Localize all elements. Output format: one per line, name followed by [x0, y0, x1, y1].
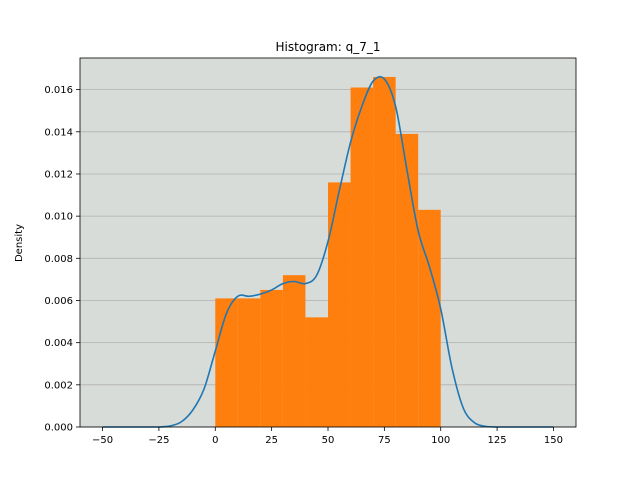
histogram-bar-2 [260, 289, 283, 427]
x-tick-label-6: 100 [431, 435, 450, 446]
y-tick-label-0: 0.000 [44, 423, 73, 434]
histogram-bar-7 [373, 76, 396, 427]
x-tick-label-5: 75 [378, 435, 391, 446]
x-axis-ticks: −50 −25 0 25 50 75 100 125 150 [92, 427, 563, 446]
histogram-bar-6 [350, 87, 374, 428]
kde-density-line [102, 75, 554, 428]
y-tick-label-4: 0.008 [44, 254, 73, 265]
histogram-bar-8 [395, 133, 419, 427]
histogram-bar-1 [237, 298, 261, 427]
y-axis-ticks: 0.000 0.002 0.004 0.006 0.008 0.010 0.012 0.014… [44, 85, 80, 434]
x-tick-label-8: 150 [544, 435, 563, 446]
histogram-bar-5 [328, 182, 351, 427]
x-tick-label-2: 0 [212, 435, 218, 446]
histogram-bar-4 [305, 317, 328, 427]
y-tick-label-5: 0.010 [44, 212, 73, 223]
y-tick-label-8: 0.016 [44, 85, 73, 96]
histogram-bar-3 [282, 275, 306, 427]
y-tick-label-7: 0.014 [44, 127, 73, 138]
y-tick-label-6: 0.012 [44, 169, 73, 180]
x-tick-label-3: 25 [265, 435, 278, 446]
x-tick-label-7: 125 [488, 435, 507, 446]
histogram-bar-0 [215, 298, 238, 427]
x-tick-label-1: −25 [148, 435, 169, 446]
y-axis-label: Density [14, 224, 25, 262]
chart-title: Histogram: q_7_1 [276, 40, 381, 54]
y-tick-label-1: 0.002 [44, 380, 73, 391]
histogram-bar-9 [418, 209, 441, 427]
x-tick-label-4: 50 [322, 435, 335, 446]
y-tick-label-2: 0.004 [44, 338, 73, 349]
y-tick-label-3: 0.006 [44, 296, 73, 307]
x-tick-label-0: −50 [92, 435, 113, 446]
